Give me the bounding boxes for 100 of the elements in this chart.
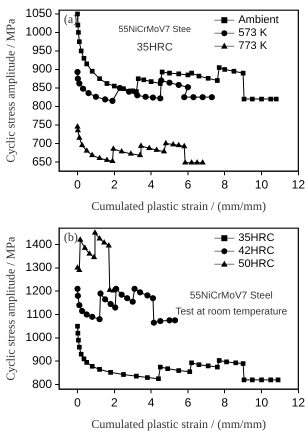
point (76, 30, 81, 35)
point (189, 360, 194, 366)
point (176, 82, 182, 88)
point (215, 78, 220, 83)
x-tick-label: 8 (221, 178, 228, 192)
legend-label: 573 K (238, 27, 268, 40)
x-tick-label: 10 (254, 178, 269, 192)
point (160, 70, 164, 74)
point (76, 330, 80, 336)
point (142, 94, 149, 100)
point (74, 76, 81, 82)
legend-label: 50HRC (238, 258, 274, 270)
y-tick-label: 950 (32, 43, 52, 58)
point (101, 240, 107, 244)
point (233, 360, 238, 366)
point (167, 70, 172, 76)
point (78, 352, 84, 357)
point (75, 324, 80, 329)
point (224, 360, 229, 364)
point (82, 56, 86, 61)
point (186, 72, 190, 78)
point (89, 314, 96, 320)
annotation: 55NiCrMoV7 Steel (190, 290, 273, 302)
point (200, 94, 206, 100)
point (148, 79, 154, 84)
point (112, 84, 117, 88)
point (187, 369, 192, 374)
point (215, 364, 220, 370)
y-tick-label: 750 (32, 117, 52, 132)
point (156, 376, 161, 382)
point (92, 230, 98, 235)
point (82, 356, 86, 362)
point (154, 147, 160, 152)
annotation: Test at room temperature (175, 306, 288, 318)
point (184, 84, 192, 90)
point (150, 295, 156, 302)
annotation: (a) (64, 12, 78, 26)
point (92, 94, 99, 100)
point (85, 90, 92, 96)
point (106, 286, 112, 292)
x-axis-title: Cumulated plastic strain / (mm/mm) (91, 416, 266, 431)
point (134, 89, 139, 94)
y-tick-label: 800 (32, 98, 52, 113)
point (78, 48, 84, 54)
x-tick-label: 4 (148, 396, 155, 410)
point (134, 374, 139, 378)
point (84, 62, 90, 66)
point (96, 316, 103, 322)
point (118, 148, 124, 154)
point (158, 81, 163, 86)
point (96, 236, 102, 240)
y-tick-label: 1000 (25, 24, 52, 39)
point (166, 80, 173, 86)
legend-label: 35HRC (238, 232, 274, 244)
point (110, 158, 116, 164)
point (189, 70, 194, 76)
point (274, 96, 279, 102)
legend-label: 773 K (238, 40, 268, 52)
point (206, 76, 210, 81)
point (90, 68, 95, 74)
point (108, 370, 113, 375)
point (208, 94, 215, 100)
point (259, 378, 264, 382)
x-tick-label: 4 (148, 178, 155, 192)
point (82, 244, 88, 250)
legend-label: Ambient (238, 14, 279, 26)
point (84, 148, 90, 153)
point (240, 70, 246, 76)
point (163, 140, 169, 146)
x-tick-label: 8 (221, 396, 228, 410)
point (146, 145, 152, 150)
y-tick-label: 700 (32, 136, 52, 150)
y-tick-label: 900 (32, 354, 52, 368)
point (216, 65, 222, 70)
point (78, 236, 84, 242)
point (76, 134, 82, 140)
point (76, 80, 82, 87)
y-tick-label: 900 (32, 62, 52, 76)
point (190, 94, 197, 100)
point (145, 375, 150, 380)
point (90, 364, 95, 369)
point (250, 378, 255, 382)
point (131, 286, 138, 292)
point (268, 378, 274, 382)
y-axis-title: Cyclic stress amplitude / MPa (3, 236, 18, 381)
point (240, 361, 246, 366)
point (200, 160, 206, 164)
point (176, 142, 182, 148)
legend-label: 42HRC (238, 245, 274, 258)
point (242, 378, 246, 382)
y-tick-label: 1200 (25, 284, 52, 298)
point (194, 160, 200, 164)
point (104, 81, 110, 86)
point (84, 360, 90, 365)
x-tick-label: 12 (292, 396, 306, 410)
x-tick-label: 12 (292, 178, 306, 192)
point (242, 96, 246, 102)
point (130, 298, 136, 305)
point (76, 338, 81, 343)
point (106, 242, 112, 248)
